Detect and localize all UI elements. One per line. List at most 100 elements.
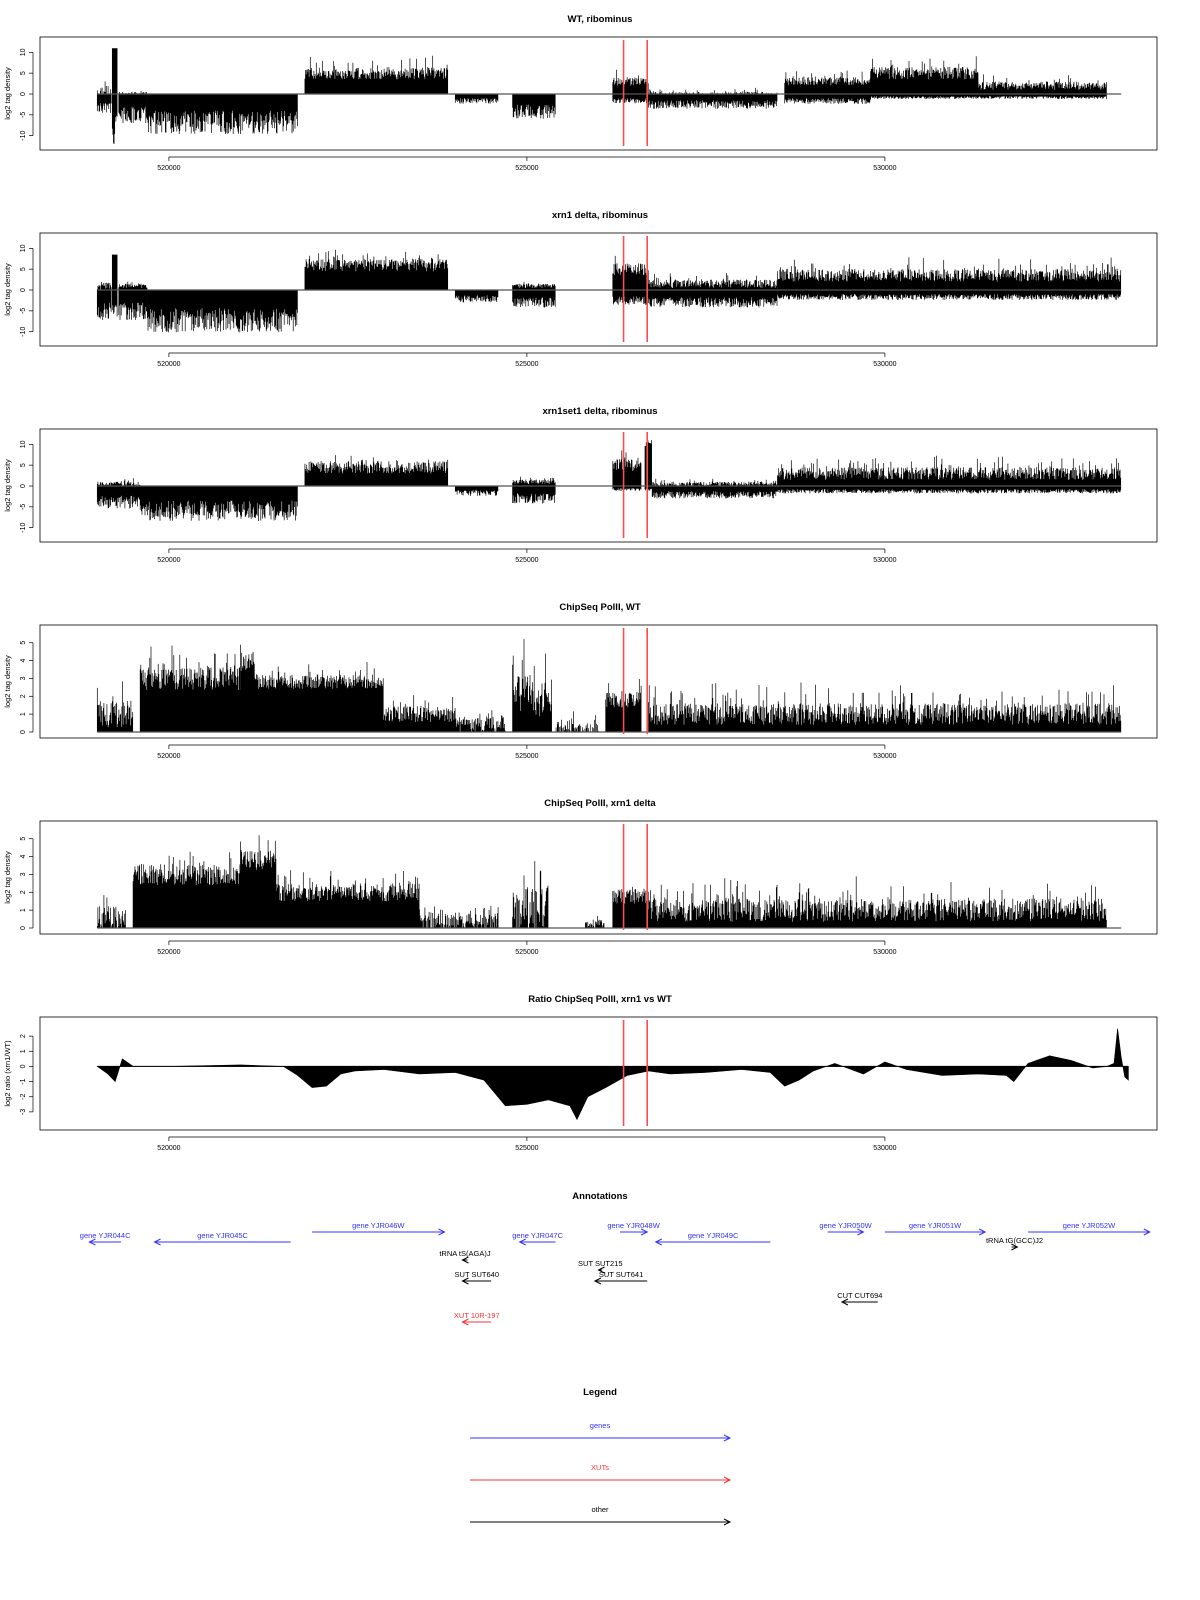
- y-tick-label: 10: [20, 440, 27, 448]
- y-axis: -3 -2 -1 0 1 2: [20, 1034, 34, 1115]
- panel-title: ChipSeq PolII, xrn1 delta: [544, 798, 656, 809]
- x-tick-label: 530000: [873, 361, 896, 368]
- y-tick-label: 5: [20, 71, 27, 75]
- y-tick-label: -1: [20, 1078, 27, 1084]
- y-tick-label: 3: [20, 872, 27, 876]
- signal-segment: [111, 48, 118, 144]
- signal-trace: [96, 1028, 1129, 1121]
- signal-segment: [111, 254, 118, 317]
- y-tick-label: -5: [20, 308, 27, 314]
- signal-segment: [304, 249, 449, 290]
- panel-title: ChipSeq PolII, WT: [559, 602, 640, 613]
- annotation-gene: gene YJR049C: [654, 1231, 771, 1246]
- annotation-label: tRNA tG(GCC)J2: [986, 1236, 1043, 1245]
- y-axis: 0 1 2 3 4 5: [20, 837, 34, 930]
- y-axis-label: log2 tag density: [3, 67, 12, 120]
- panel-3: xrn1set1 delta, ribominus -10 -5 0 5 10 log2 t…: [3, 406, 1158, 564]
- x-tick-label: 520000: [157, 949, 180, 956]
- y-tick-label: 1: [20, 908, 27, 912]
- signal-segment: [304, 455, 449, 486]
- y-tick-label: 2: [20, 890, 27, 894]
- signal-segment: [96, 282, 112, 320]
- signal-segment: [648, 876, 1107, 928]
- x-tick-label: 525000: [515, 949, 538, 956]
- x-axis: 520000 525000 530000: [157, 156, 897, 172]
- y-tick-label: -5: [20, 112, 27, 118]
- y-tick-label: 5: [20, 267, 27, 271]
- x-tick-label: 525000: [515, 361, 538, 368]
- plot-frame: [39, 1016, 1158, 1131]
- annotation-label: gene YJR049C: [688, 1231, 739, 1240]
- annotation-gene: gene YJR045C: [153, 1231, 291, 1246]
- legend-title: Legend: [583, 1387, 617, 1398]
- y-tick-label: 0: [20, 926, 27, 930]
- signal-segment: [454, 94, 499, 104]
- x-tick-label: 525000: [515, 1145, 538, 1152]
- x-axis: 520000 525000 530000: [157, 548, 897, 564]
- signal-segment: [240, 644, 255, 732]
- y-tick-label: -10: [20, 327, 27, 337]
- signal-segment: [512, 861, 549, 928]
- y-axis: -10 -5 0 5 10: [20, 48, 34, 141]
- y-tick-label: 1: [20, 712, 27, 716]
- signal-segment: [304, 55, 449, 94]
- annotation-label: gene YJR052W: [1063, 1221, 1116, 1230]
- x-axis: 520000 525000 530000: [157, 744, 897, 760]
- annotation-label: SUT SUT641: [599, 1270, 643, 1279]
- signal-segment: [454, 290, 499, 303]
- y-axis: -10 -5 0 5 10: [20, 440, 34, 533]
- legend-label: XUTs: [591, 1463, 609, 1472]
- signal-segment: [419, 905, 499, 928]
- y-axis: 0 1 2 3 4 5: [20, 641, 34, 734]
- legend: Legend genes XUTs other: [470, 1387, 732, 1526]
- signal-segment: [583, 915, 606, 928]
- x-tick-label: 525000: [515, 753, 538, 760]
- y-tick-label: 5: [20, 641, 27, 645]
- annotation-label: tRNA tS(AGA)J: [439, 1249, 491, 1258]
- plot-frame: [39, 624, 1158, 739]
- signal-segment: [139, 645, 241, 732]
- signal-segment: [96, 681, 134, 732]
- panel-6: Ratio ChipSeq PolII, xrn1 vs WT -3 -2 -1 0 1 2…: [3, 994, 1158, 1152]
- signal-trace: [96, 249, 1122, 333]
- legend-label: other: [591, 1505, 609, 1514]
- annotation-gene: gene YJR051W: [884, 1221, 987, 1236]
- signal-segment: [612, 450, 642, 491]
- signal-segment: [96, 895, 126, 928]
- x-tick-label: 520000: [157, 165, 180, 172]
- y-tick-label: -10: [20, 131, 27, 141]
- signal-segment: [648, 682, 1122, 732]
- x-axis: 520000 525000 530000: [157, 940, 897, 956]
- signal-segment: [777, 257, 1122, 300]
- y-axis: -10 -5 0 5 10: [20, 244, 34, 337]
- x-axis: 520000 525000 530000: [157, 1136, 897, 1152]
- signal-segment: [784, 70, 871, 104]
- panel-5: ChipSeq PolII, xrn1 delta 0 1 2 3 4 5 log2 tag …: [3, 798, 1158, 956]
- x-tick-label: 520000: [157, 753, 180, 760]
- signal-segment: [454, 486, 499, 496]
- y-tick-label: 0: [20, 484, 27, 488]
- annotation-label: XUT 10R-197: [454, 1311, 500, 1320]
- annotation-other: tRNA tS(AGA)J: [439, 1249, 491, 1264]
- annotation-gene: gene YJR052W: [1028, 1221, 1151, 1236]
- legend-item-gene: genes: [470, 1421, 732, 1442]
- y-tick-label: -3: [20, 1109, 27, 1115]
- y-tick-label: 3: [20, 676, 27, 680]
- signal-segment: [96, 81, 112, 113]
- signal-segment: [555, 711, 599, 732]
- signal-segment: [612, 886, 649, 928]
- y-tick-label: 4: [20, 855, 27, 859]
- signal-segment: [383, 695, 456, 732]
- plot-frame: [39, 232, 1158, 347]
- signal-segment: [512, 281, 556, 308]
- x-tick-label: 520000: [157, 361, 180, 368]
- annotation-label: CUT CUT694: [837, 1291, 882, 1300]
- plot-frame: [39, 428, 1158, 543]
- annotation-gene: gene YJR047C: [512, 1231, 564, 1246]
- y-tick-label: 2: [20, 1034, 27, 1038]
- annotation-other: SUT SUT641: [593, 1270, 648, 1285]
- y-tick-label: -5: [20, 504, 27, 510]
- signal-trace: [96, 835, 1122, 929]
- panel-title: xrn1 delta, ribominus: [552, 210, 648, 221]
